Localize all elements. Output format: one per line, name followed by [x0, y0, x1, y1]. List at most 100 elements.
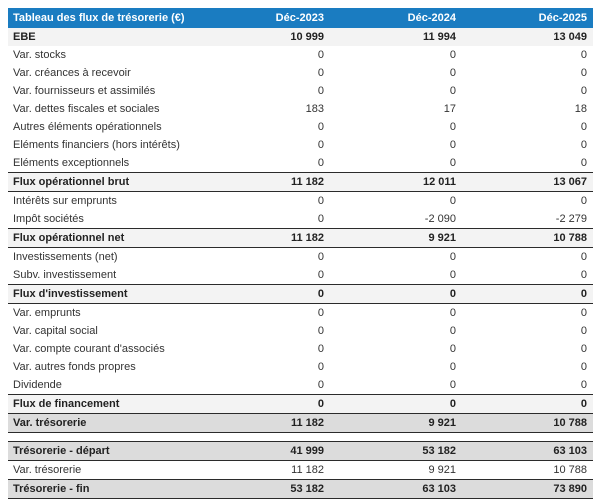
- cell-value: 53 182: [200, 479, 330, 499]
- cell-value: 0: [200, 340, 330, 358]
- cell-value: 0: [200, 394, 330, 414]
- cell-value: 13 067: [462, 172, 593, 192]
- row-label: Trésorerie - départ: [8, 441, 200, 461]
- table-row: Eléments exceptionnels 0 0 0: [8, 154, 593, 173]
- cell-value: 41 999: [200, 441, 330, 461]
- cell-value: 17: [330, 100, 462, 118]
- cell-value: 0: [462, 266, 593, 285]
- row-label: Var. dettes fiscales et sociales: [8, 100, 200, 118]
- row-label: Intérêts sur emprunts: [8, 191, 200, 210]
- cell-value: 0: [330, 191, 462, 210]
- table-row: Var. créances à recevoir 0 0 0: [8, 64, 593, 82]
- cell-value: -2 090: [330, 210, 462, 229]
- table-row: Var. stocks 0 0 0: [8, 46, 593, 64]
- table-row: Eléments financiers (hors intérêts) 0 0 0: [8, 136, 593, 154]
- cell-value: 11 182: [200, 460, 330, 480]
- cell-value: 0: [330, 340, 462, 358]
- cell-value: 0: [462, 303, 593, 322]
- cell-value: 0: [462, 136, 593, 154]
- cell-value: 0: [462, 376, 593, 395]
- cell-value: 0: [462, 64, 593, 82]
- cell-value: 0: [462, 340, 593, 358]
- spacer-row: [8, 432, 593, 442]
- cell-value: 0: [200, 376, 330, 395]
- cell-value: 0: [200, 247, 330, 266]
- cell-value: 0: [462, 82, 593, 100]
- table-row: Trésorerie - fin 53 182 63 103 73 890: [8, 479, 593, 499]
- table-row: EBE 10 999 11 994 13 049: [8, 28, 593, 46]
- row-label: Var. compte courant d'associés: [8, 340, 200, 358]
- row-label: Flux opérationnel brut: [8, 172, 200, 192]
- row-label: Eléments financiers (hors intérêts): [8, 136, 200, 154]
- cell-value: 10 999: [200, 28, 330, 46]
- cell-value: 11 994: [330, 28, 462, 46]
- table-row: Dividende 0 0 0: [8, 376, 593, 395]
- cash-flow-table: Tableau des flux de trésorerie (€) Déc-2…: [8, 8, 593, 499]
- cell-value: 63 103: [330, 479, 462, 499]
- table-row: Flux d'investissement 0 0 0: [8, 284, 593, 304]
- row-label: Dividende: [8, 376, 200, 395]
- cell-value: 0: [462, 118, 593, 136]
- cell-value: 0: [462, 358, 593, 376]
- table-row: Flux de financement 0 0 0: [8, 394, 593, 414]
- cell-value: 0: [200, 284, 330, 304]
- row-label: Flux d'investissement: [8, 284, 200, 304]
- cell-value: 73 890: [462, 479, 593, 499]
- spacer-cell: [8, 432, 593, 442]
- row-label: Var. stocks: [8, 46, 200, 64]
- table-row: Var. trésorerie 11 182 9 921 10 788: [8, 460, 593, 480]
- table-title: Tableau des flux de trésorerie (€): [8, 8, 200, 28]
- cell-value: 9 921: [330, 413, 462, 433]
- column-header-dec-2024: Déc-2024: [330, 8, 462, 28]
- cell-value: 0: [462, 394, 593, 414]
- row-label: EBE: [8, 28, 200, 46]
- table-row: Var. capital social 0 0 0: [8, 322, 593, 340]
- cell-value: 9 921: [330, 460, 462, 480]
- table-row: Trésorerie - départ 41 999 53 182 63 103: [8, 441, 593, 461]
- cell-value: 0: [200, 46, 330, 64]
- cell-value: 0: [200, 266, 330, 285]
- cell-value: 53 182: [330, 441, 462, 461]
- row-label: Investissements (net): [8, 247, 200, 266]
- cell-value: -2 279: [462, 210, 593, 229]
- cell-value: 0: [330, 82, 462, 100]
- cell-value: 0: [462, 191, 593, 210]
- cell-value: 0: [330, 64, 462, 82]
- row-label: Autres éléments opérationnels: [8, 118, 200, 136]
- cell-value: 0: [462, 154, 593, 173]
- table-row: Var. fournisseurs et assimilés 0 0 0: [8, 82, 593, 100]
- cell-value: 0: [330, 303, 462, 322]
- row-label: Var. trésorerie: [8, 460, 200, 480]
- table-row: Var. dettes fiscales et sociales 183 17 18: [8, 100, 593, 118]
- cell-value: 0: [200, 210, 330, 229]
- cell-value: 0: [200, 154, 330, 173]
- row-label: Var. fournisseurs et assimilés: [8, 82, 200, 100]
- cell-value: 11 182: [200, 172, 330, 192]
- cell-value: 63 103: [462, 441, 593, 461]
- cell-value: 0: [330, 266, 462, 285]
- table-row: Impôt sociétés 0 -2 090 -2 279: [8, 210, 593, 229]
- row-label: Subv. investissement: [8, 266, 200, 285]
- column-header-dec-2025: Déc-2025: [462, 8, 593, 28]
- cell-value: 0: [330, 394, 462, 414]
- row-label: Trésorerie - fin: [8, 479, 200, 499]
- table-row: Var. trésorerie 11 182 9 921 10 788: [8, 413, 593, 433]
- table-row: Flux opérationnel net 11 182 9 921 10 788: [8, 228, 593, 248]
- cell-value: 0: [462, 46, 593, 64]
- cell-value: 0: [330, 376, 462, 395]
- row-label: Var. capital social: [8, 322, 200, 340]
- cell-value: 0: [330, 118, 462, 136]
- cell-value: 0: [462, 247, 593, 266]
- cell-value: 0: [330, 322, 462, 340]
- cell-value: 0: [200, 358, 330, 376]
- cell-value: 12 011: [330, 172, 462, 192]
- cell-value: 0: [330, 358, 462, 376]
- table-body: EBE 10 999 11 994 13 049 Var. stocks 0 0 0 Var. …: [8, 28, 593, 499]
- row-label: Impôt sociétés: [8, 210, 200, 229]
- cell-value: 0: [200, 82, 330, 100]
- cell-value: 18: [462, 100, 593, 118]
- cell-value: 0: [200, 191, 330, 210]
- cell-value: 0: [330, 46, 462, 64]
- cell-value: 0: [200, 118, 330, 136]
